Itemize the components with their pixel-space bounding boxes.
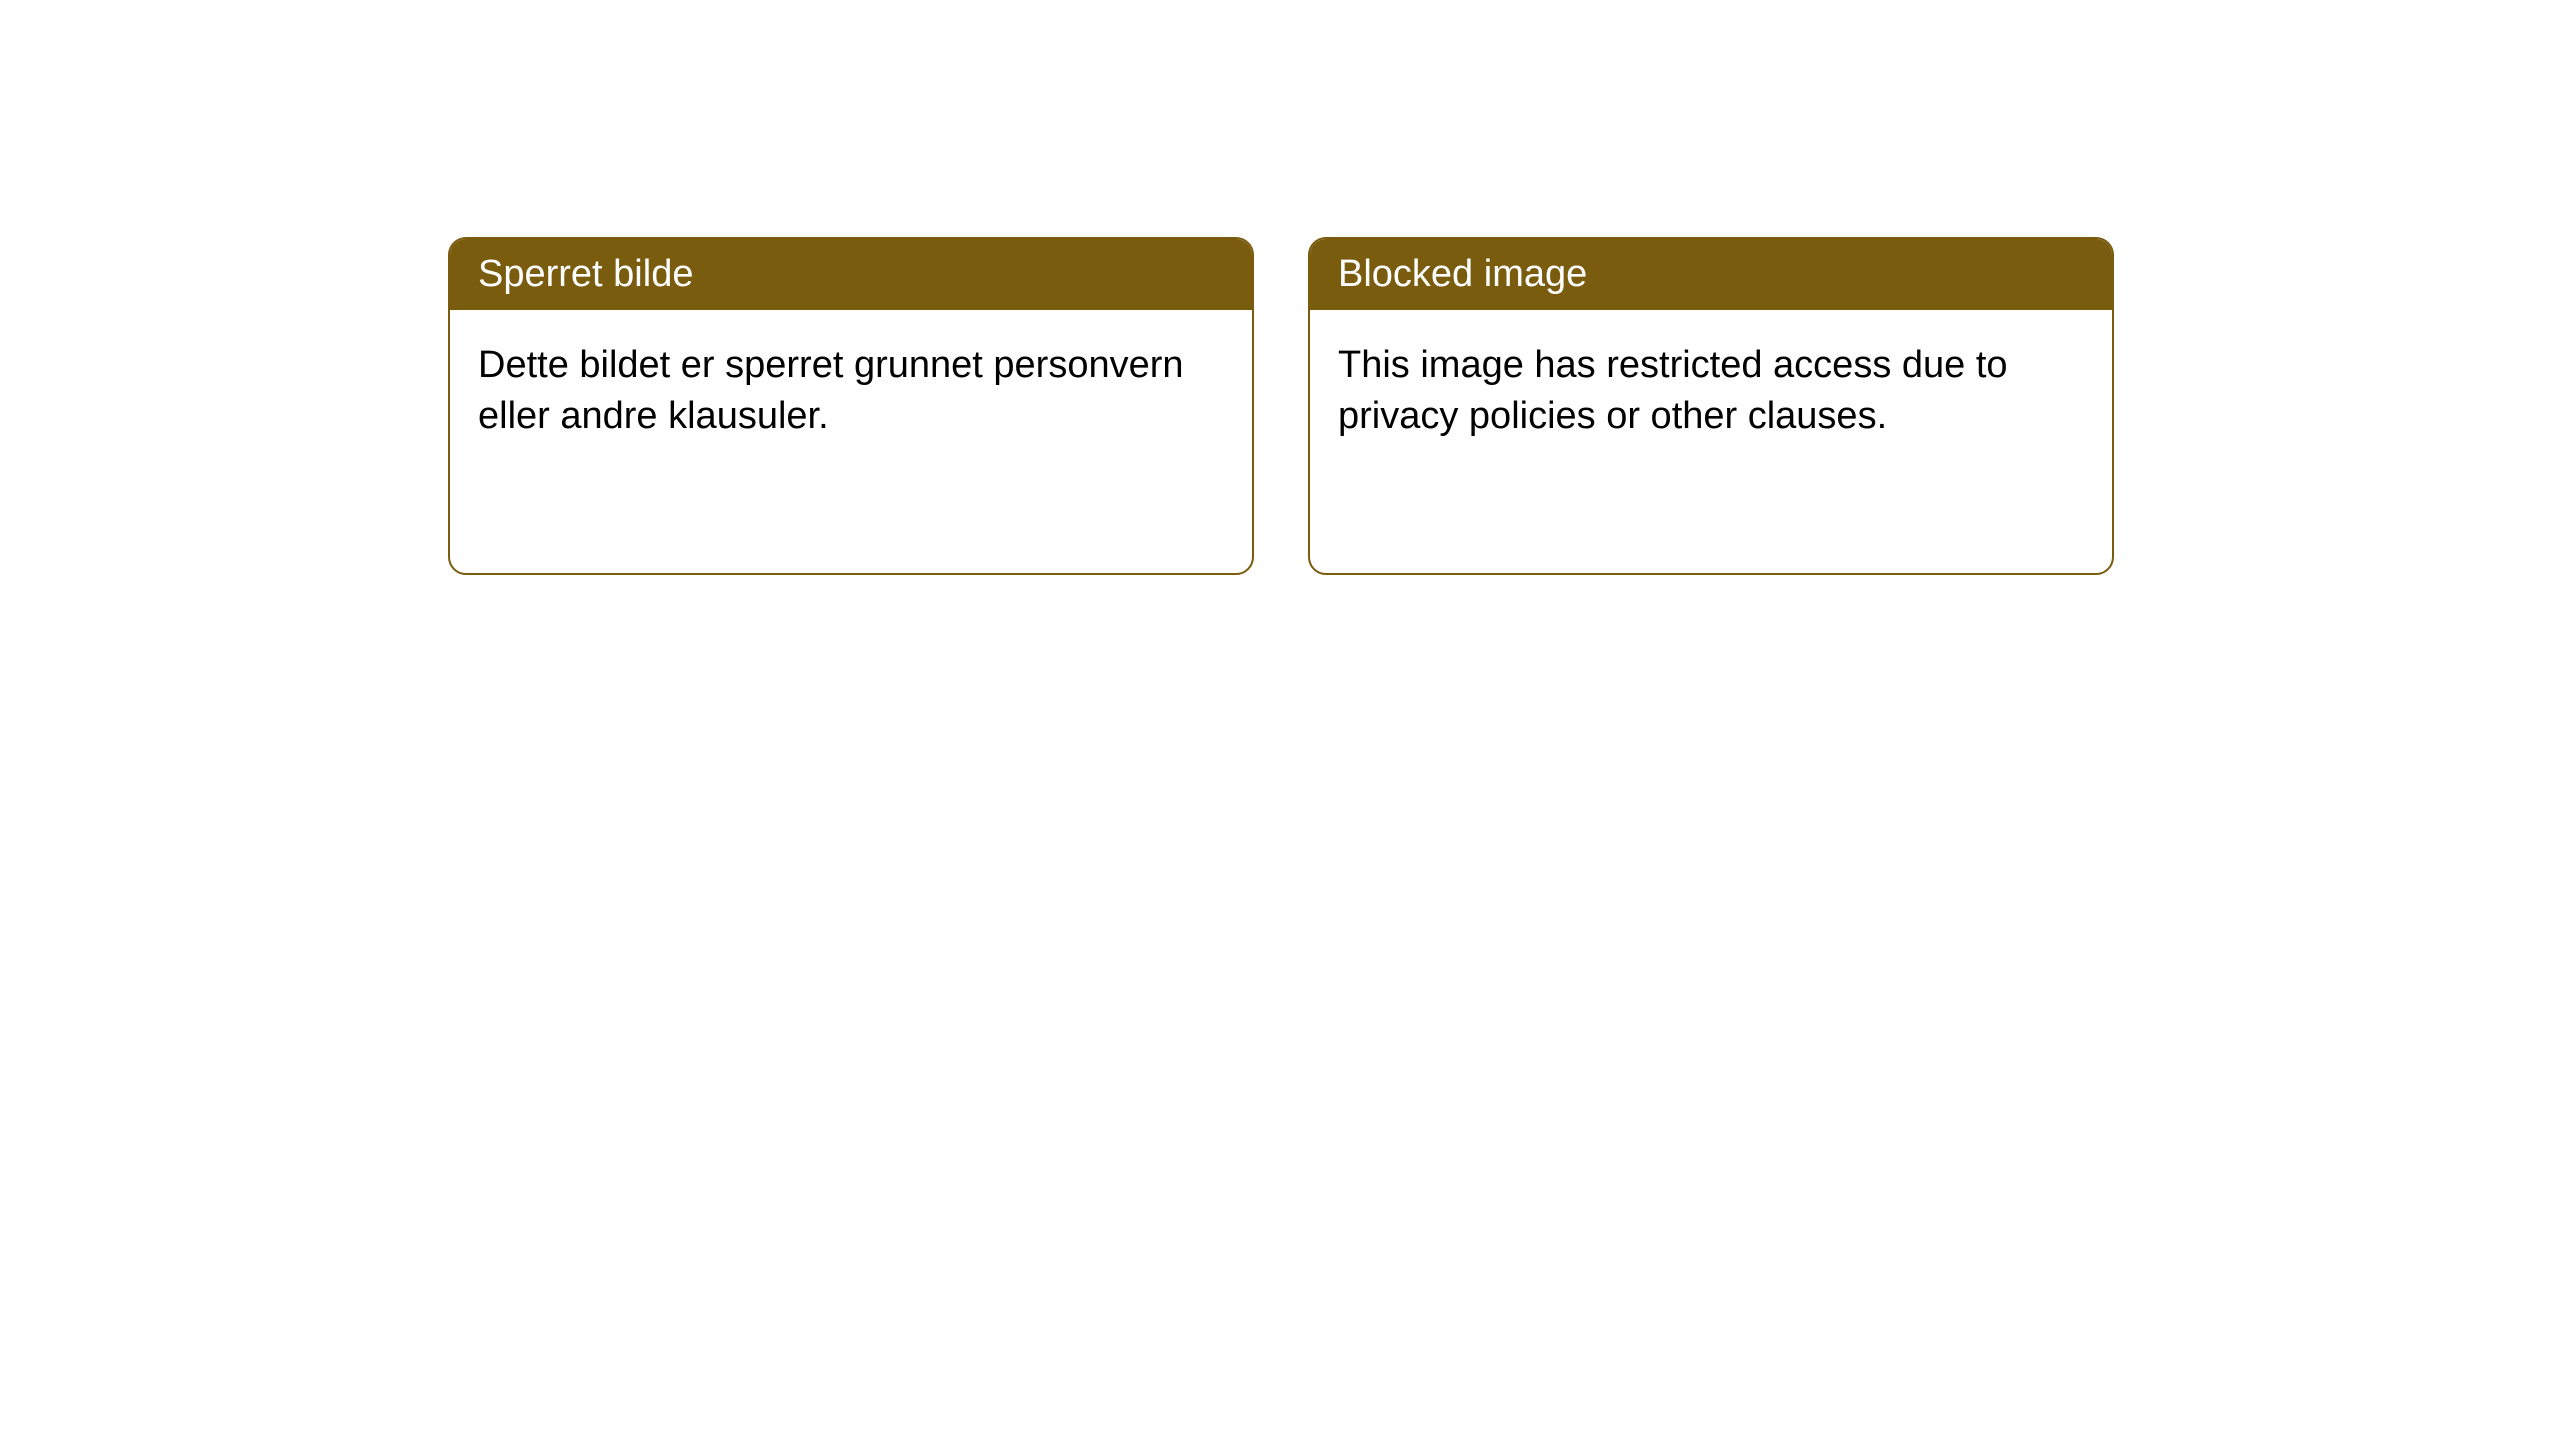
notice-container: Sperret bilde Dette bildet er sperret gr… bbox=[448, 237, 2114, 575]
notice-message: This image has restricted access due to … bbox=[1338, 344, 2008, 437]
notice-card-body: This image has restricted access due to … bbox=[1310, 310, 2112, 473]
notice-title: Blocked image bbox=[1338, 253, 1587, 295]
notice-message: Dette bildet er sperret grunnet personve… bbox=[478, 344, 1184, 437]
notice-title: Sperret bilde bbox=[478, 253, 693, 295]
notice-card-header: Sperret bilde bbox=[450, 239, 1252, 310]
notice-card-body: Dette bildet er sperret grunnet personve… bbox=[450, 310, 1252, 473]
notice-card-header: Blocked image bbox=[1310, 239, 2112, 310]
notice-card-norwegian: Sperret bilde Dette bildet er sperret gr… bbox=[448, 237, 1254, 575]
notice-card-english: Blocked image This image has restricted … bbox=[1308, 237, 2114, 575]
